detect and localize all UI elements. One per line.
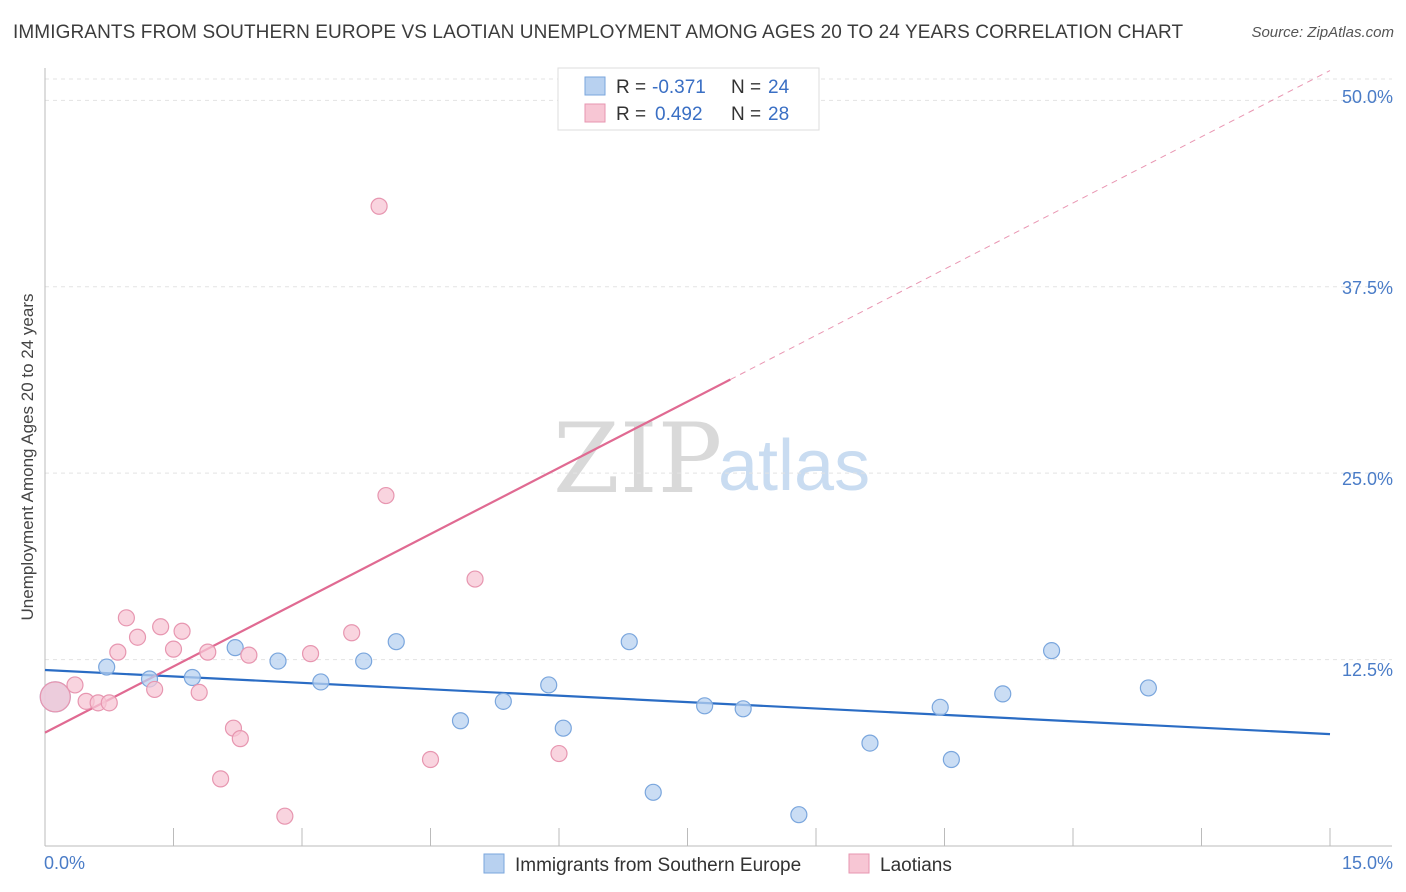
y-axis-label: Unemployment Among Ages 20 to 24 years <box>18 294 37 621</box>
point-pink-7 <box>128 628 147 646</box>
legend-blue-r-value: -0.371 <box>652 77 706 98</box>
point-blue-4 <box>226 639 244 657</box>
point-pink-5 <box>109 643 127 661</box>
gridlines <box>45 78 1392 661</box>
point-pink-8 <box>146 680 164 699</box>
source-credit: Source: ZipAtlas.com <box>1251 24 1394 41</box>
point-blue-16 <box>734 700 752 718</box>
series-legend: Immigrants from Southern Europe Laotians <box>483 853 952 876</box>
trend-line-pink-extension <box>730 70 1331 380</box>
point-pink-22 <box>377 486 395 505</box>
watermark-atlas: atlas <box>718 426 870 506</box>
point-blue-7 <box>355 652 373 670</box>
point-pink-6 <box>117 609 135 627</box>
point-pink-19 <box>301 645 320 663</box>
legend-pink-r-value: 0.492 <box>655 104 703 125</box>
point-blue-12 <box>554 719 572 737</box>
point-pink-11 <box>173 622 191 640</box>
point-pink-4 <box>100 694 118 712</box>
point-blue-15 <box>696 697 714 715</box>
x-axis-ticks <box>173 828 1331 846</box>
point-blue-3 <box>183 668 201 687</box>
point-pink-21 <box>370 197 388 215</box>
point-pink-20 <box>343 624 361 642</box>
point-pink-0 <box>39 681 71 713</box>
chart-title: IMMIGRANTS FROM SOUTHERN EUROPE VS LAOTI… <box>13 22 1184 43</box>
point-blue-17 <box>790 806 808 824</box>
series-legend-swatch-pink <box>848 853 870 874</box>
point-pink-23 <box>421 750 440 769</box>
legend-pink-r-label: R = <box>616 104 646 125</box>
point-blue-13 <box>620 633 638 651</box>
y-tick-label-37-5: 37.5% <box>1342 278 1393 298</box>
point-pink-14 <box>212 770 230 788</box>
y-tick-label-12-5: 12.5% <box>1342 660 1393 680</box>
point-blue-19 <box>931 698 949 716</box>
point-blue-20 <box>942 750 960 769</box>
correlation-legend: R = -0.371 N = 24 R = 0.492 N = 28 <box>557 67 820 131</box>
x-tick-label-min: 0.0% <box>44 853 85 873</box>
point-blue-23 <box>1139 679 1157 697</box>
point-blue-6 <box>312 673 330 691</box>
series-legend-label-pink: Laotians <box>880 855 952 876</box>
y-tick-label-50: 50.0% <box>1342 87 1393 107</box>
point-blue-9 <box>451 712 470 730</box>
trend-line-blue <box>44 668 1331 736</box>
point-blue-11 <box>540 676 558 694</box>
point-pink-25 <box>550 744 568 763</box>
legend-pink-n-value: 28 <box>768 104 789 125</box>
x-tick-label-max: 15.0% <box>1342 853 1393 873</box>
point-pink-16 <box>231 730 249 748</box>
series-legend-swatch-blue <box>483 853 505 874</box>
legend-blue-n-value: 24 <box>768 77 790 98</box>
legend-swatch-pink <box>584 103 606 123</box>
trend-line-pink <box>44 378 731 734</box>
point-blue-18 <box>861 734 879 752</box>
point-blue-14 <box>644 783 662 801</box>
point-pink-9 <box>152 618 170 636</box>
point-blue-22 <box>1042 642 1061 660</box>
point-blue-21 <box>994 685 1012 703</box>
trend-lines <box>44 70 1331 736</box>
point-pink-1 <box>66 676 84 694</box>
axes <box>44 68 1392 847</box>
legend-blue-n-label: N = <box>731 77 761 98</box>
point-blue-5 <box>269 652 287 670</box>
point-pink-10 <box>164 640 183 658</box>
series-legend-label-blue: Immigrants from Southern Europe <box>515 855 801 876</box>
point-blue-1 <box>98 658 116 676</box>
point-pink-17 <box>240 646 258 664</box>
point-pink-12 <box>190 683 208 702</box>
legend-blue-r-label: R = <box>616 77 646 98</box>
watermark-zip: ZIP <box>553 403 722 515</box>
y-tick-label-25: 25.0% <box>1342 469 1393 489</box>
legend-pink-n-label: N = <box>731 104 761 125</box>
legend-swatch-blue <box>584 76 606 96</box>
point-pink-13 <box>199 643 217 661</box>
point-pink-18 <box>276 807 294 825</box>
point-blue-10 <box>494 692 512 710</box>
point-blue-8 <box>387 633 405 651</box>
point-pink-24 <box>466 570 484 588</box>
